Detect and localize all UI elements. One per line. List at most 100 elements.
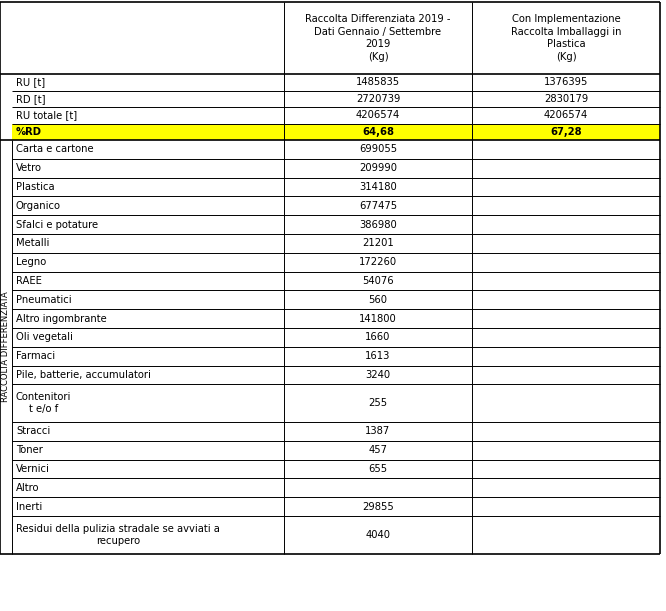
Bar (472, 347, 660, 365)
Text: 1613: 1613 (366, 351, 391, 361)
Bar (472, 441, 660, 459)
Bar (284, 196, 472, 215)
Text: %RD: %RD (16, 126, 42, 137)
Text: 141800: 141800 (359, 313, 397, 324)
Bar (284, 441, 472, 459)
Bar (472, 497, 660, 516)
Bar (472, 384, 660, 422)
Bar (0, 140, 12, 554)
Text: 64,68: 64,68 (362, 126, 394, 137)
Bar (284, 140, 472, 159)
Bar (472, 159, 660, 178)
Text: 2720739: 2720739 (356, 93, 400, 104)
Text: Oli vegetali: Oli vegetali (16, 332, 73, 342)
Bar (12, 234, 284, 253)
Bar (12, 178, 284, 196)
Bar (12, 384, 284, 422)
Text: 1387: 1387 (366, 426, 391, 436)
Text: RACCOLTA DIFFERENZIATA: RACCOLTA DIFFERENZIATA (1, 291, 11, 402)
Text: 1485835: 1485835 (356, 77, 400, 87)
Bar (472, 365, 660, 384)
Bar (12, 328, 284, 347)
Bar (284, 497, 472, 516)
Bar (284, 384, 472, 422)
Bar (472, 234, 660, 253)
Bar (284, 309, 472, 328)
Text: Organico: Organico (16, 201, 61, 211)
Bar (12, 215, 284, 234)
Bar (472, 516, 660, 554)
Bar (284, 459, 472, 478)
Text: Residui della pulizia stradale se avviati a
recupero: Residui della pulizia stradale se avviat… (16, 524, 220, 546)
Text: 4040: 4040 (366, 530, 390, 540)
Text: Metalli: Metalli (16, 238, 49, 249)
Bar (284, 478, 472, 497)
Bar (472, 196, 660, 215)
Bar (472, 107, 660, 123)
Bar (12, 90, 284, 107)
Bar (472, 2, 660, 74)
Bar (284, 234, 472, 253)
Bar (472, 178, 660, 196)
Text: 457: 457 (368, 445, 388, 455)
Bar (12, 459, 284, 478)
Bar (472, 253, 660, 272)
Bar (12, 253, 284, 272)
Bar (12, 365, 284, 384)
Bar (12, 347, 284, 365)
Text: RU [t]: RU [t] (16, 77, 45, 87)
Text: 314180: 314180 (359, 182, 397, 192)
Text: 3240: 3240 (366, 370, 390, 380)
Bar (284, 107, 472, 123)
Text: 67,28: 67,28 (550, 126, 582, 137)
Text: Farmaci: Farmaci (16, 351, 55, 361)
Text: Vetro: Vetro (16, 163, 42, 173)
Text: 2830179: 2830179 (544, 93, 588, 104)
Text: Pile, batterie, accumulatori: Pile, batterie, accumulatori (16, 370, 151, 380)
Bar (472, 328, 660, 347)
Bar (472, 290, 660, 309)
Text: Altro: Altro (16, 483, 39, 493)
Text: 677475: 677475 (359, 201, 397, 211)
Text: 172260: 172260 (359, 257, 397, 267)
Bar (284, 290, 472, 309)
Bar (472, 140, 660, 159)
Bar (284, 253, 472, 272)
Bar (12, 478, 284, 497)
Bar (284, 159, 472, 178)
Bar (12, 107, 284, 123)
Bar (284, 422, 472, 441)
Bar (284, 272, 472, 290)
Text: Plastica: Plastica (16, 182, 55, 192)
Bar (12, 422, 284, 441)
Bar (12, 290, 284, 309)
Bar (284, 74, 472, 90)
Bar (284, 178, 472, 196)
Bar (284, 347, 472, 365)
Bar (472, 459, 660, 478)
Bar (472, 74, 660, 90)
Bar (284, 90, 472, 107)
Bar (284, 2, 472, 74)
Bar (472, 215, 660, 234)
Bar (0, 2, 284, 74)
Bar (472, 90, 660, 107)
Bar (284, 328, 472, 347)
Text: RU totale [t]: RU totale [t] (16, 110, 77, 120)
Bar (12, 123, 284, 140)
Bar (472, 422, 660, 441)
Text: 4206574: 4206574 (356, 110, 400, 120)
Text: Raccolta Differenziata 2019 -
Dati Gennaio / Settembre
2019
(Kg): Raccolta Differenziata 2019 - Dati Genna… (305, 15, 451, 62)
Text: Inerti: Inerti (16, 502, 42, 511)
Text: Stracci: Stracci (16, 426, 50, 436)
Text: Carta e cartone: Carta e cartone (16, 144, 94, 155)
Bar (12, 497, 284, 516)
Bar (12, 516, 284, 554)
Text: 655: 655 (368, 464, 388, 474)
Text: Sfalci e potature: Sfalci e potature (16, 219, 98, 230)
Bar (12, 159, 284, 178)
Bar (472, 123, 660, 140)
Text: Toner: Toner (16, 445, 43, 455)
Bar (12, 196, 284, 215)
Bar (472, 478, 660, 497)
